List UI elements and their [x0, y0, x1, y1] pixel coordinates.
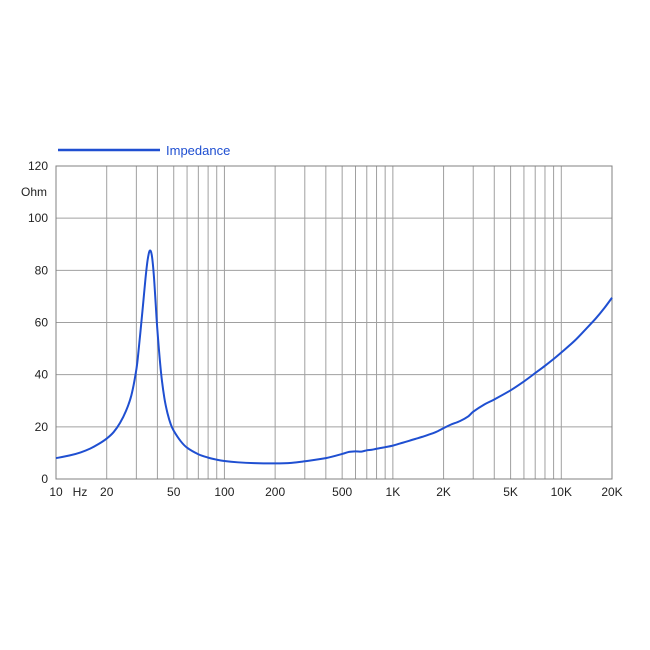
y-tick-label: 60: [35, 316, 49, 330]
series-layer: [55, 249, 613, 465]
y-tick-label: 40: [35, 368, 49, 382]
plot-frame: [55, 165, 613, 480]
x-tick-label: 1K: [386, 485, 401, 499]
y-axis-labels: 0 20 40 60 80 100 120: [28, 159, 48, 486]
legend-label-impedance: Impedance: [166, 143, 230, 158]
y-tick-label: 100: [28, 211, 48, 225]
x-axis-labels: 10 20 50 100 200 500 1K 2K 5K 10K 20K: [49, 485, 622, 499]
x-tick-label: 100: [214, 485, 234, 499]
series-line-impedance: [55, 249, 613, 465]
x-tick-label: 20K: [601, 485, 622, 499]
plot-border: [55, 165, 613, 480]
x-tick-label: 50: [167, 485, 181, 499]
y-tick-label: 20: [35, 420, 49, 434]
chart-legend: Impedance: [58, 143, 230, 158]
x-tick-label: 2K: [436, 485, 451, 499]
x-axis-unit-label: Hz: [73, 485, 88, 499]
x-tick-label: 200: [265, 485, 285, 499]
y-tick-label: 120: [28, 159, 48, 173]
x-tick-label: 500: [332, 485, 352, 499]
x-tick-label: 10K: [551, 485, 572, 499]
x-tick-label: 10: [49, 485, 63, 499]
y-axis-unit-label: Ohm: [21, 185, 47, 199]
x-tick-label: 5K: [503, 485, 518, 499]
y-tick-label: 0: [41, 472, 48, 486]
y-tick-label: 80: [35, 263, 49, 277]
chart-grid: [55, 165, 613, 480]
x-tick-label: 20: [100, 485, 114, 499]
